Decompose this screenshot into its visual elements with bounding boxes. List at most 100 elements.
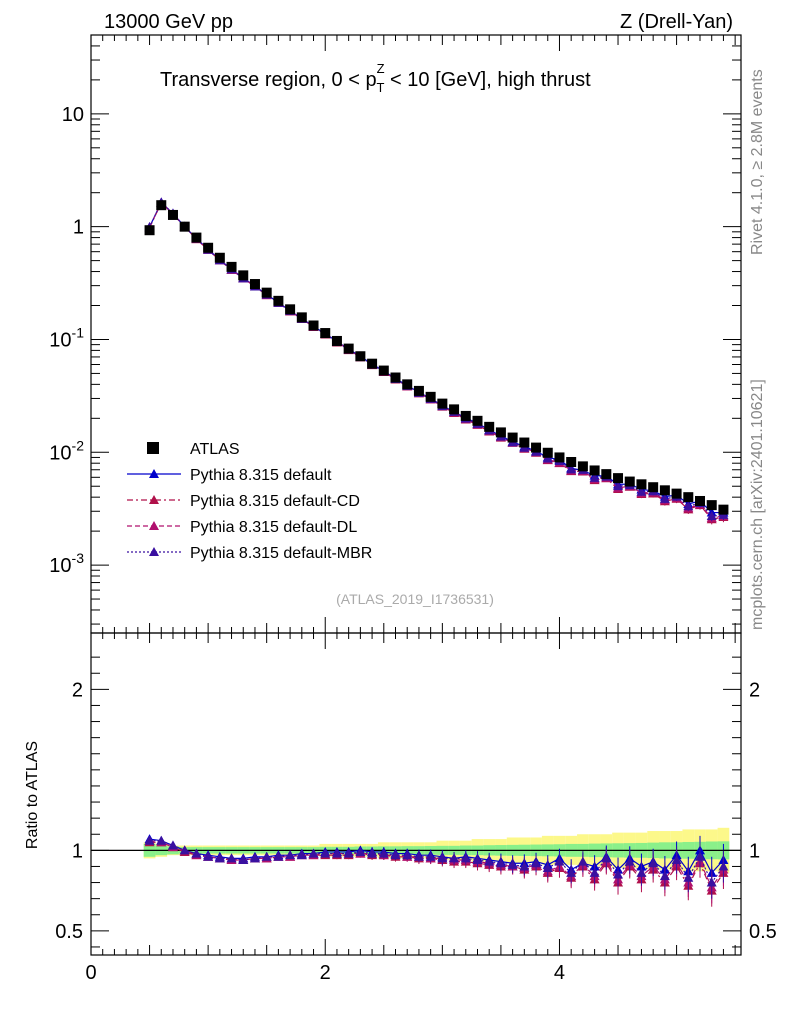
y-tick-base: 10 — [62, 104, 84, 126]
y-tick-exp: -3 — [72, 550, 85, 566]
marker-mbr — [613, 481, 624, 491]
mcplots-label: mcplots.cern.ch [arXiv:2401.10621] — [749, 379, 766, 630]
title-post: < 10 [GeV], high thrust — [385, 69, 592, 91]
ratio-marker-mbr — [577, 856, 588, 866]
data-point — [378, 365, 389, 376]
ratio-marker-mbr — [413, 851, 424, 861]
analysis-tag: (ATLAS_2019_I1736531) — [336, 591, 494, 607]
ratio-y-tick-label: 0.5 — [55, 921, 83, 943]
ratio-marker-mbr — [484, 856, 495, 866]
ratio-marker-mbr — [589, 867, 600, 877]
ratio-marker-mbr — [261, 851, 272, 861]
ratio-marker-mbr — [331, 848, 342, 858]
energy-label: 13000 GeV pp — [104, 11, 233, 33]
ratio-marker-mbr — [531, 858, 542, 868]
ratio-y-tick-label: 1 — [72, 840, 83, 862]
ratio-marker-mbr — [472, 855, 483, 865]
ratio-ylabel: Ratio to ATLAS — [24, 741, 41, 849]
data-point — [308, 320, 319, 331]
y-tick-label: 10-1 — [49, 324, 84, 351]
legend-marker — [149, 547, 159, 556]
data-point — [695, 495, 706, 506]
data-point — [238, 270, 249, 281]
legend-marker — [149, 495, 159, 504]
data-point — [449, 404, 460, 415]
ratio-y-tick-label-right: 1 — [749, 840, 760, 862]
marker-mbr — [706, 511, 717, 521]
ratio-marker-mbr — [554, 856, 565, 866]
ratio-marker-mbr — [706, 877, 717, 887]
marker-mbr — [589, 472, 600, 482]
data-point — [495, 427, 506, 438]
ratio-series-mbr — [144, 835, 729, 899]
data-point — [355, 351, 366, 362]
rivet-label: Rivet 4.1.0, ≥ 2.8M events — [749, 69, 766, 255]
ratio-marker-mbr — [507, 859, 518, 869]
ratio-marker-mbr — [191, 848, 202, 858]
ratio-marker-mbr — [203, 851, 214, 861]
x-tick-label: 4 — [554, 962, 565, 984]
ratio-marker-mbr — [425, 851, 436, 861]
data-point — [683, 492, 694, 503]
data-point — [343, 343, 354, 354]
ratio-marker-mbr — [601, 853, 612, 863]
legend-label: Pythia 8.315 default — [190, 467, 332, 484]
y-tick-label: 10-2 — [49, 437, 84, 464]
data-point — [191, 232, 202, 243]
ratio-marker-mbr — [542, 863, 553, 873]
data-point — [659, 485, 670, 496]
plot-title: Transverse region, 0 < pZ T < 10 [GeV], h… — [160, 61, 591, 95]
data-point — [144, 225, 155, 236]
ratio-marker-mbr — [355, 846, 366, 856]
title-pre: Transverse region, 0 < p — [160, 69, 377, 91]
ratio-marker-mbr — [718, 861, 729, 871]
ratio-frame — [90, 632, 742, 956]
data-point — [214, 252, 225, 263]
data-point — [413, 385, 424, 396]
data-point — [648, 482, 659, 493]
data-point — [472, 415, 483, 426]
legend-label: Pythia 8.315 default-DL — [190, 519, 357, 536]
y-tick-exp: -1 — [72, 324, 85, 340]
data-point — [296, 312, 307, 323]
ratio-marker-mbr — [683, 872, 694, 882]
data-point — [425, 391, 436, 402]
y-tick-base: 10 — [49, 555, 71, 577]
series-atlas — [144, 200, 729, 515]
data-point — [226, 261, 237, 272]
legend-marker — [147, 442, 159, 454]
ratio-y-tick-label: 2 — [72, 679, 83, 701]
ratio-marker-mbr — [613, 869, 624, 879]
data-point — [566, 456, 577, 467]
ratio-marker-mbr — [402, 850, 413, 860]
ratio-marker-mbr — [367, 848, 378, 858]
y-tick-base: 10 — [49, 442, 71, 464]
data-point — [167, 209, 178, 220]
y-tick-label: 10-3 — [49, 550, 84, 577]
marker-mbr — [636, 486, 647, 496]
data-point — [589, 465, 600, 476]
ratio-marker-mbr — [179, 845, 190, 855]
data-point — [542, 447, 553, 458]
data-point — [179, 221, 190, 232]
ratio-marker-mbr — [144, 835, 155, 845]
process-label: Z (Drell-Yan) — [620, 11, 733, 33]
data-point — [601, 469, 612, 480]
legend-label: Pythia 8.315 default-CD — [190, 493, 360, 510]
data-point — [554, 452, 565, 463]
data-point — [273, 295, 284, 306]
marker-mbr — [683, 501, 694, 511]
data-point — [460, 410, 471, 421]
legend-item-dl: Pythia 8.315 default-DL — [127, 519, 357, 536]
ratio-marker-mbr — [460, 853, 471, 863]
ratio-marker-mbr — [648, 858, 659, 868]
series-line-mbr — [149, 201, 724, 517]
data-point — [613, 473, 624, 484]
data-point — [261, 287, 272, 298]
ratio-y-tick-label-right: 2 — [749, 679, 760, 701]
data-point — [437, 398, 448, 409]
data-point — [331, 335, 342, 346]
ratio-marker-mbr — [296, 850, 307, 860]
